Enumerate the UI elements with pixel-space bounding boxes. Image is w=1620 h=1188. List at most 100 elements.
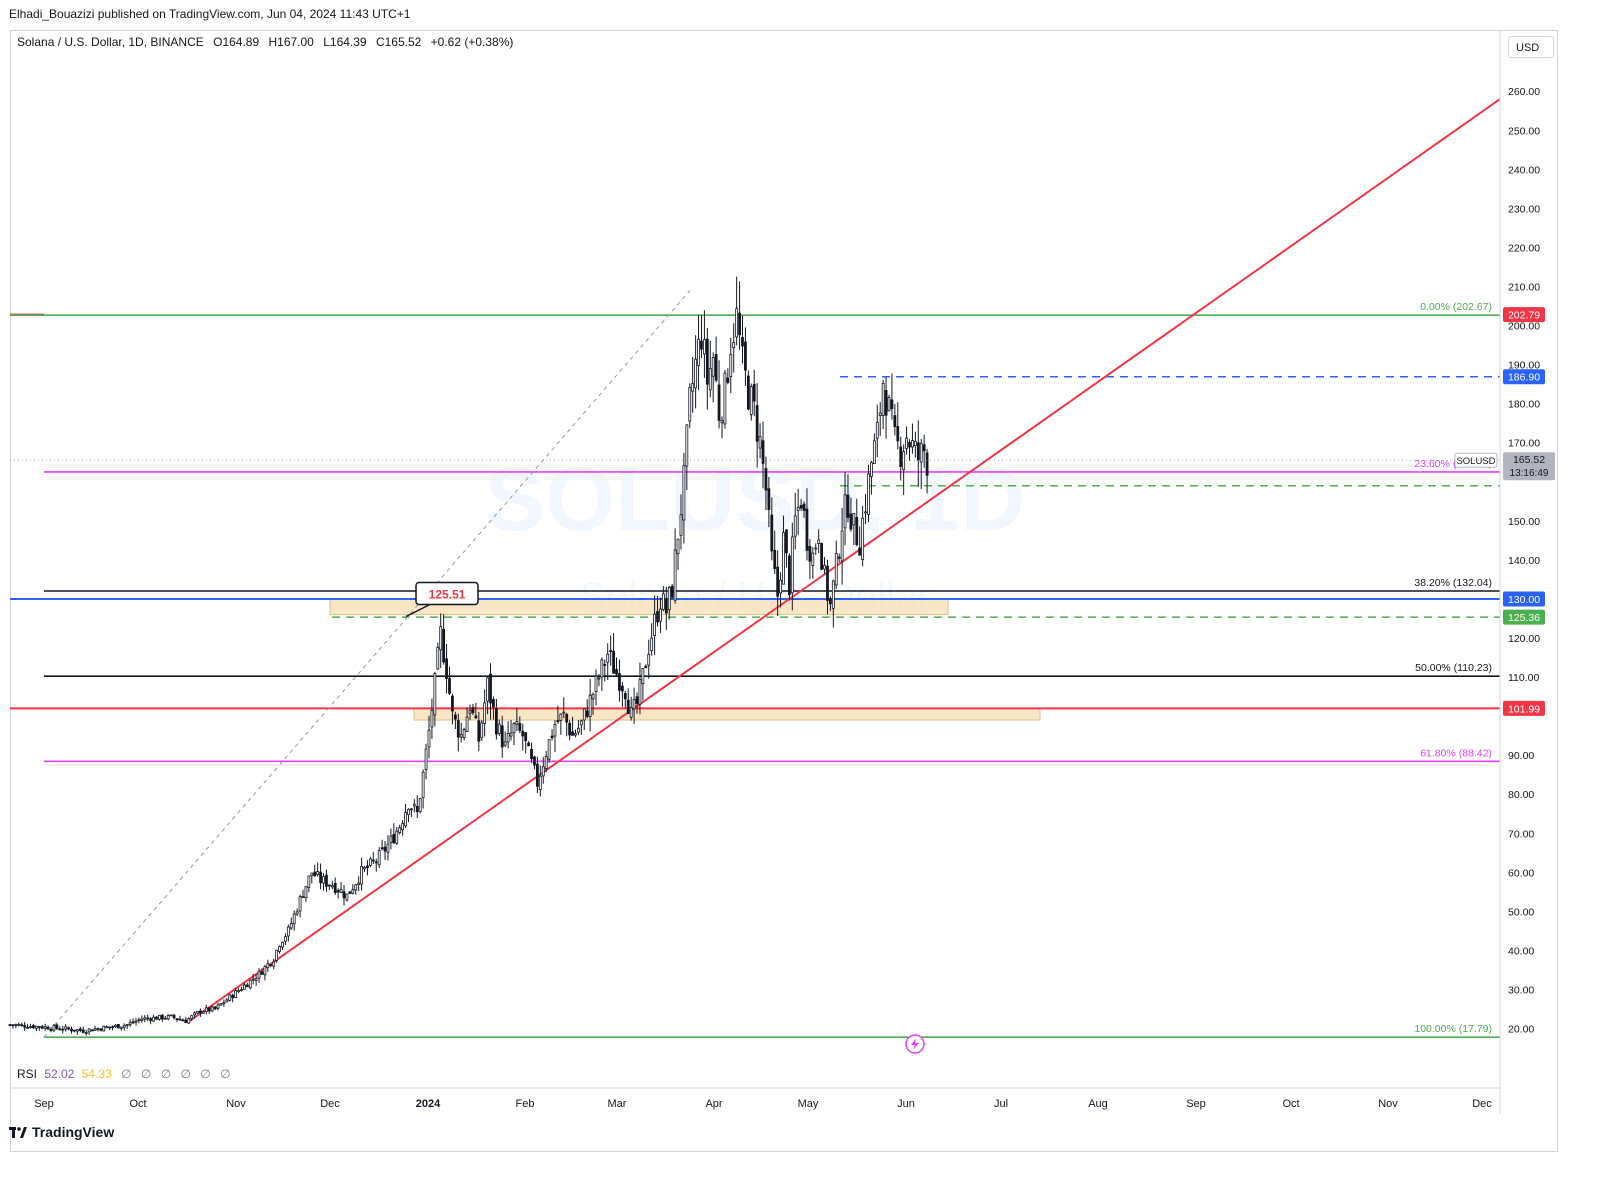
- candle-body: [272, 961, 276, 967]
- x-tick-label: Dec: [320, 1098, 340, 1110]
- price-badges: 202.79186.90162.53130.00125.36101.99SOLU…: [1454, 307, 1555, 716]
- x-tick-label: Oct: [129, 1098, 146, 1110]
- candle-body: [790, 536, 794, 594]
- rsi-legend[interactable]: RSI 52.02 54.33 ∅ ∅ ∅ ∅ ∅ ∅: [17, 1067, 231, 1081]
- candle-body: [673, 549, 677, 601]
- candle-body: [55, 1024, 59, 1029]
- candle-body: [187, 1018, 191, 1024]
- candle-body: [717, 384, 721, 421]
- candle-body: [67, 1027, 70, 1030]
- candle-body: [152, 1016, 155, 1022]
- candle-body: [697, 338, 700, 366]
- candle-body: [758, 436, 762, 449]
- candle-body: [87, 1028, 91, 1033]
- candle-body: [410, 808, 413, 811]
- candle-body: [553, 724, 557, 737]
- y-tick-label: 150.00: [1508, 516, 1540, 528]
- candle-body: [257, 970, 261, 979]
- candle-body: [210, 1006, 214, 1012]
- candle-body: [562, 711, 566, 714]
- candle-body: [500, 725, 504, 748]
- candle-body: [140, 1018, 144, 1021]
- candle-body: [207, 1007, 211, 1012]
- candle-body: [78, 1028, 82, 1031]
- candle-body: [615, 668, 618, 675]
- rsi-label: RSI: [17, 1067, 38, 1081]
- candle-body: [650, 637, 654, 651]
- candle-body: [468, 710, 472, 714]
- candle-body: [518, 723, 522, 731]
- candle-body: [708, 368, 712, 391]
- candle-body: [222, 1002, 226, 1005]
- candle-body: [826, 565, 829, 601]
- candle-body: [105, 1026, 109, 1029]
- candle-body: [169, 1014, 173, 1017]
- candle-body: [905, 437, 908, 449]
- price-badge: [1503, 369, 1545, 385]
- price-badge: [1503, 307, 1545, 323]
- candle-body: [404, 812, 407, 827]
- candle-body: [392, 834, 396, 844]
- candle-body: [913, 440, 917, 447]
- candle-body: [339, 889, 343, 893]
- candle-body: [17, 1024, 21, 1026]
- close-value: 165.52: [384, 35, 422, 49]
- candle-body: [58, 1028, 62, 1031]
- rsi-na-5: ∅: [200, 1067, 211, 1081]
- candle-body: [638, 678, 642, 705]
- candle-body: [99, 1028, 103, 1031]
- candles: [8, 276, 929, 1036]
- candle-body: [73, 1029, 76, 1032]
- candle-body: [269, 964, 273, 966]
- callout-box: [415, 581, 479, 606]
- chart-frame: [10, 30, 1558, 1152]
- y-tick-label: 90.00: [1508, 750, 1534, 762]
- candle-body: [254, 978, 258, 981]
- y-tick-label: 50.00: [1508, 906, 1534, 918]
- candle-body: [875, 421, 879, 439]
- tradingview-logo[interactable]: TradingView: [9, 1124, 114, 1140]
- candle-body: [439, 626, 443, 651]
- current-price-value: 165.52: [1513, 454, 1545, 466]
- y-axis: 20.00 30.00 40.00 50.00 60.00 70.00 80.00 90.00…: [1499, 30, 1540, 1114]
- candle-body: [793, 515, 797, 537]
- candle-body: [606, 653, 610, 663]
- candle-body: [843, 494, 847, 529]
- y-tick-label: 70.00: [1508, 828, 1534, 840]
- candle-body: [746, 375, 750, 410]
- candle-body: [436, 647, 440, 670]
- candle-body: [242, 984, 246, 990]
- candle-body: [483, 702, 487, 724]
- candle-body: [785, 529, 788, 554]
- candle-body: [732, 342, 736, 348]
- candle-body: [193, 1012, 196, 1016]
- candle-body: [787, 555, 791, 596]
- candle-body: [799, 505, 803, 509]
- candle-body: [664, 598, 668, 614]
- candle-body: [550, 735, 554, 739]
- candle-body: [433, 673, 437, 716]
- candle-body: [782, 532, 785, 585]
- candle-body: [846, 494, 850, 518]
- candle-body: [383, 846, 387, 852]
- candle-body: [160, 1014, 164, 1020]
- candle-body: [295, 911, 299, 915]
- price-badge-label: 202.79: [1508, 310, 1540, 322]
- candle-body: [870, 462, 873, 477]
- x-tick-label: Apr: [705, 1098, 722, 1110]
- candle-body: [802, 503, 806, 511]
- candle-body: [579, 720, 583, 726]
- candle-body: [14, 1024, 18, 1027]
- callout-text: 125.51: [429, 587, 466, 601]
- candle-body: [559, 713, 563, 721]
- currency-selector[interactable]: USD: [1508, 36, 1554, 58]
- candle-body: [667, 587, 671, 611]
- candle-body: [251, 978, 255, 981]
- y-tick-label: 110.00: [1508, 672, 1539, 684]
- candle-body: [568, 722, 572, 736]
- candle-body: [427, 729, 431, 748]
- candle-body: [538, 775, 542, 790]
- price-badge: [1503, 700, 1545, 716]
- candle-body: [577, 727, 580, 733]
